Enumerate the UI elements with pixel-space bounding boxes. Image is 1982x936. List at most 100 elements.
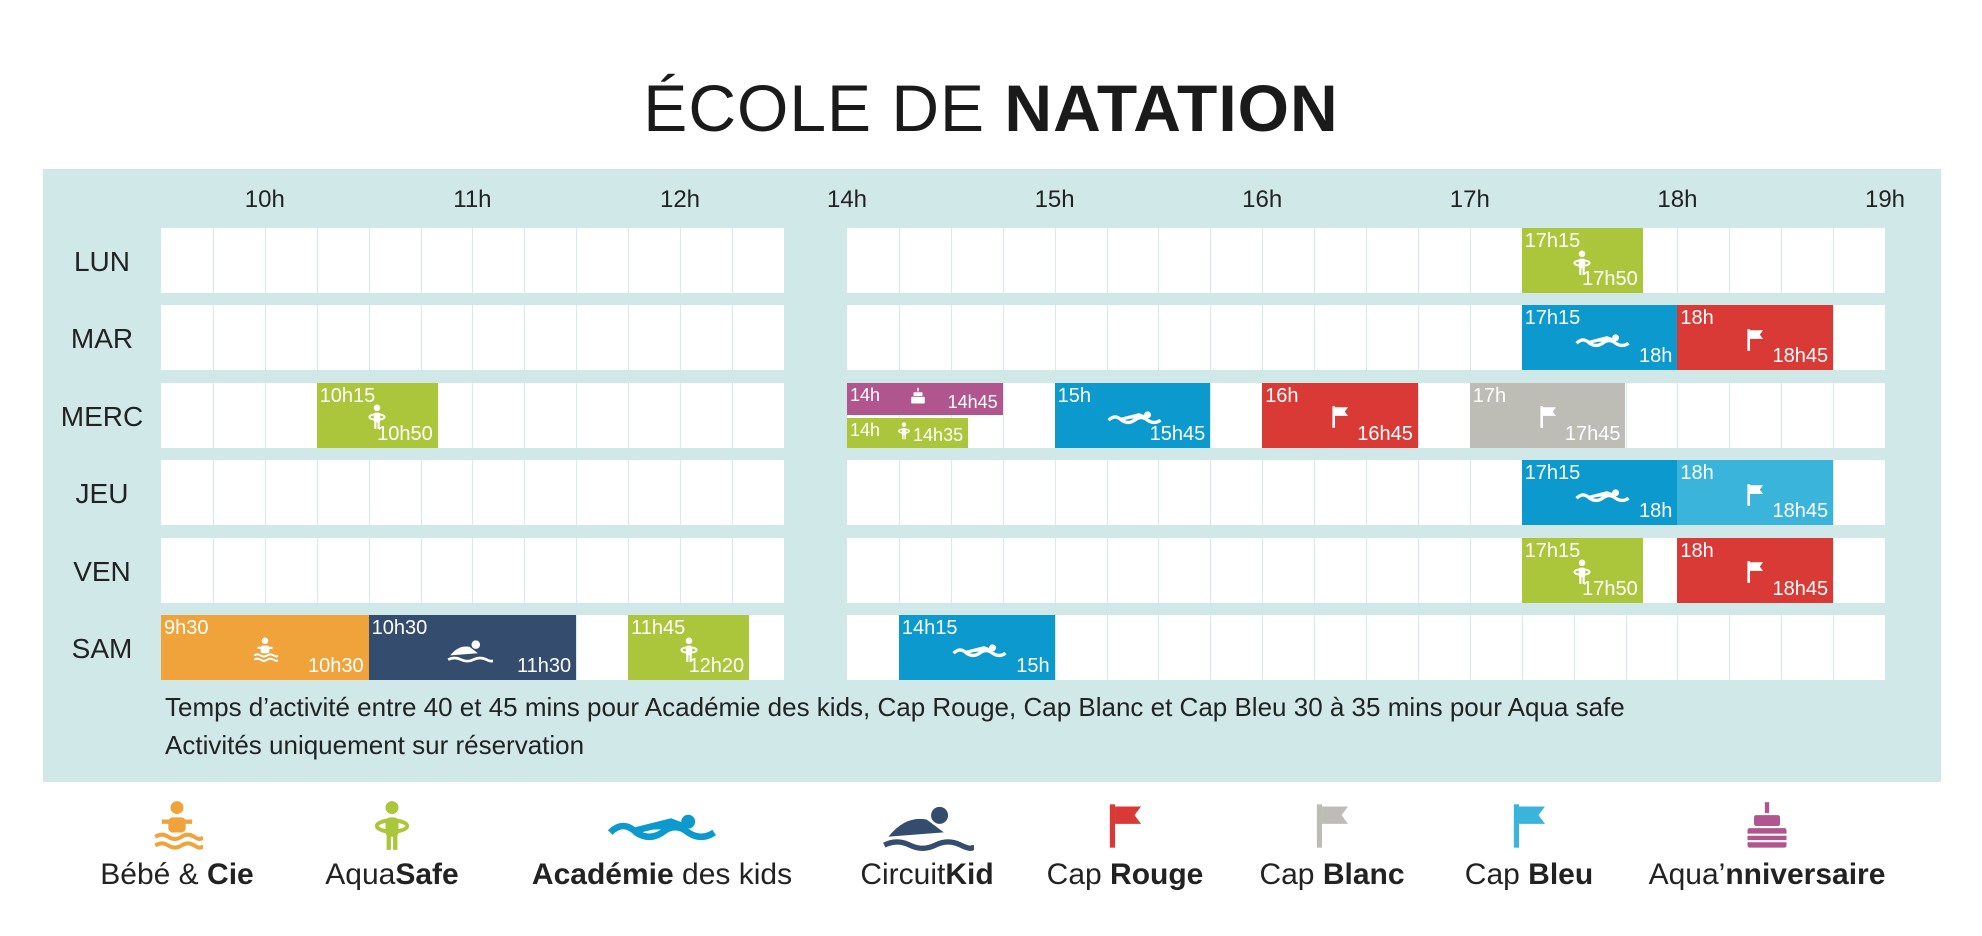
block-start-time: 17h15: [1524, 539, 1581, 562]
grid-line: [950, 460, 952, 526]
swimmer-icon: [880, 800, 977, 857]
grid-line: [1262, 537, 1264, 603]
grid-line: [1833, 460, 1835, 526]
activity-block[interactable]: 17h15 18h: [1521, 460, 1678, 526]
grid-line: [1469, 228, 1471, 293]
day-label: MERC: [60, 400, 144, 432]
grid-line: [1366, 615, 1367, 680]
child-float-icon: [366, 800, 418, 857]
block-start-time: 17h15: [1524, 462, 1581, 485]
grid-line: [316, 537, 318, 603]
activity-block[interactable]: 14h 14h35: [847, 417, 969, 448]
grid-line: [1314, 537, 1316, 603]
grid-line: [472, 228, 474, 293]
day-label: VEN: [73, 555, 131, 587]
grid-line: [576, 460, 578, 526]
activity-block[interactable]: 11h45 12h20: [628, 615, 750, 680]
legend-label-anniv: Aqua’nniversaire: [1648, 858, 1886, 891]
swimmer-wave-icon: [605, 800, 719, 857]
day-label: LUN: [73, 246, 130, 277]
hour-label: 19h: [1864, 186, 1906, 213]
birthday-cake-icon: [1741, 800, 1793, 857]
block-start-time: 18h: [1680, 307, 1714, 330]
block-start-time: 17h15: [1524, 307, 1581, 330]
grid-line: [472, 537, 474, 603]
activity-block[interactable]: 18h 18h45: [1677, 305, 1834, 371]
page-title: ÉCOLE DE NATATION: [0, 70, 1982, 146]
legend-label-aquasafe: AquaSafe: [325, 858, 459, 891]
activity-block[interactable]: 18h 18h45: [1677, 460, 1834, 526]
activity-block[interactable]: 15h 15h45: [1054, 382, 1211, 448]
white-flag-icon: [1306, 800, 1358, 857]
grid-line: [1677, 228, 1679, 293]
grid-line: [524, 305, 526, 371]
activity-block[interactable]: 17h15 18h: [1521, 305, 1678, 371]
block-end-time: 15h45: [1149, 422, 1206, 445]
grid-line: [1314, 460, 1316, 526]
activity-block[interactable]: 10h15 10h50: [316, 382, 438, 448]
activity-block[interactable]: 17h15 17h50: [1521, 537, 1643, 603]
grid-line: [1210, 615, 1212, 680]
grid-line: [1158, 228, 1160, 293]
activity-block[interactable]: 17h15 17h50: [1521, 228, 1643, 293]
grid-line: [1417, 615, 1419, 680]
grid-line: [1625, 382, 1627, 448]
grid-line: [1106, 537, 1108, 603]
grid-line: [1781, 382, 1783, 448]
grid-line: [1054, 228, 1056, 293]
child-float-icon: [676, 637, 702, 669]
grid-line: [368, 537, 370, 603]
activity-block[interactable]: 18h 18h45: [1677, 537, 1834, 603]
grid-line: [1469, 305, 1471, 371]
grid-line: [212, 228, 214, 293]
grid-line: [1054, 615, 1056, 680]
block-start-time: 15h: [1057, 384, 1091, 407]
activity-block[interactable]: 10h30 11h30: [368, 615, 577, 680]
grid-line: [731, 382, 733, 448]
grid-line: [1262, 615, 1264, 680]
activity-block[interactable]: 14h15 15h: [898, 615, 1055, 680]
grid-line: [950, 537, 952, 603]
grid-line: [576, 305, 578, 371]
grid-line: [264, 228, 266, 293]
block-end-time: 14h45: [947, 391, 998, 412]
grid-line: [1210, 537, 1212, 603]
grid-line: [950, 228, 952, 293]
grid-line: [950, 382, 952, 448]
grid-line: [1106, 460, 1108, 526]
grid-line: [680, 305, 681, 371]
grid-line: [368, 228, 370, 293]
grid-line: [1002, 537, 1004, 603]
hour-label: 18h: [1657, 186, 1698, 213]
block-start-time: 9h30: [164, 617, 209, 639]
grid-line: [472, 382, 474, 448]
block-end-time: 17h50: [1582, 268, 1638, 290]
activity-block[interactable]: 9h30 10h30: [161, 615, 369, 680]
grid-line: [680, 537, 681, 603]
grid-line: [1106, 305, 1108, 371]
grid-line: [1521, 615, 1523, 680]
grid-line: [1002, 382, 1004, 448]
grid-line: [1054, 537, 1056, 603]
hour-label: 11h: [453, 186, 492, 213]
flag-icon: [1535, 404, 1561, 436]
legend-label-rouge: Cap Rouge: [1046, 858, 1204, 891]
flag-icon: [1327, 404, 1353, 436]
block-end-time: 12h20: [688, 655, 745, 677]
activity-block[interactable]: 16h 16h45: [1262, 382, 1418, 448]
block-start-time: 14h: [850, 419, 881, 440]
grid-line: [1729, 228, 1731, 293]
grid-line: [1833, 382, 1835, 448]
grid-line: [576, 537, 578, 603]
activity-block[interactable]: 14h 14h45: [847, 382, 1003, 415]
grid-line: [316, 228, 318, 293]
block-end-time: 14h35: [913, 424, 964, 445]
baby-swimmer-icon: [252, 637, 279, 669]
activity-block[interactable]: 17h 17h45: [1469, 382, 1626, 448]
grid-line: [628, 305, 630, 371]
grid-line: [1729, 615, 1731, 680]
birthday-cake-icon: [909, 387, 927, 411]
grid-line: [1314, 228, 1316, 293]
grid-line: [1729, 382, 1731, 448]
grid-line: [950, 305, 952, 371]
